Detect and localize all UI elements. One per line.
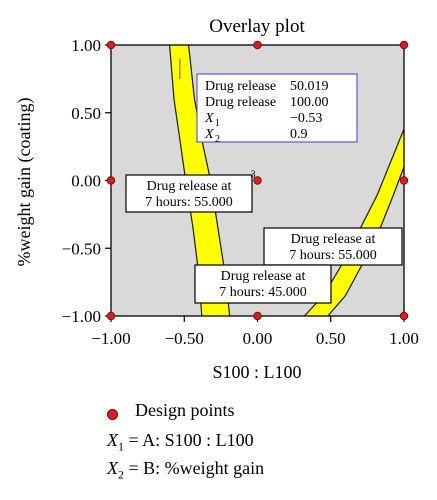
flag-line-label: X [204, 127, 214, 142]
y-tick-label: 0.50 [71, 104, 101, 123]
annotation-box [125, 174, 253, 213]
design-point [106, 311, 116, 321]
annotation-line2: 7 hours: 45.000 [219, 285, 307, 300]
annotation-line1: Drug release at [291, 232, 376, 247]
x-tick-label: −0.50 [165, 329, 204, 348]
legend-x2-definition: X2 = B: %weight gain [107, 458, 264, 483]
legend-design-points: Design points [135, 400, 235, 421]
x-axis-label: S100 : L100 [212, 362, 301, 382]
legend-x2-symbol: X [107, 458, 118, 478]
design-point [253, 40, 262, 50]
y-tick-label: 1.00 [71, 36, 101, 55]
design-point [253, 176, 262, 185]
design-point [106, 40, 116, 50]
annotation-box [263, 227, 403, 266]
contour-annotation: Drug release at7 hours: 55.000 [263, 227, 403, 266]
design-point [399, 176, 409, 185]
design-point [399, 40, 409, 50]
x-tick-label: 0.00 [243, 329, 273, 348]
legend-x2-subscript: 2 [118, 467, 124, 482]
legend-x1-subscript: 1 [118, 439, 124, 454]
legend-x1-text: = A: S100 : L100 [124, 430, 254, 450]
design-point [399, 311, 409, 321]
design-point [253, 311, 262, 321]
annotation-line2: 7 hours: 55.000 [145, 195, 233, 210]
center-point-count: 3 [251, 170, 256, 181]
flag-line-label: Drug release [205, 95, 276, 110]
flag-line-value: 50.019 [290, 79, 329, 94]
x-tick-label: −1.00 [91, 329, 130, 348]
flag-line-label: X [204, 111, 214, 126]
legend-x1-definition: X1 = A: S100 : L100 [107, 430, 254, 455]
design-point [106, 176, 116, 185]
flag-line-value: −0.53 [290, 111, 322, 126]
x-tick-label: 1.00 [389, 329, 419, 348]
plot-area: −1.00 −0.50 0.00 0.50 1.00 1.00 0.50 0.00 −0.50 −… [62, 36, 419, 348]
flag-line-label: Drug release [205, 79, 276, 94]
contour-annotation: Drug release at7 hours: 55.000 [125, 174, 253, 213]
flag-box: Drug release 50.019 Drug release 100.00 X 1 −0… [196, 73, 358, 145]
x-tick-label: 0.50 [316, 329, 346, 348]
y-tick-label: 0.00 [71, 172, 101, 191]
flag-line-subscript: 2 [215, 134, 220, 145]
legend-design-points-label: Design points [135, 400, 235, 420]
flag-line-value: 0.9 [290, 127, 308, 142]
y-axis-label: %weight gain (coating) [14, 98, 35, 267]
annotation-box [194, 264, 332, 304]
legend-x2-text: = B: %weight gain [124, 458, 265, 478]
flag-box-frame [196, 73, 358, 143]
y-tick-label: −1.00 [62, 307, 101, 326]
annotation-line2: 7 hours: 55.000 [289, 248, 377, 263]
design-point-legend-marker [107, 409, 118, 420]
contour-annotation: Drug release at7 hours: 45.000 [194, 264, 332, 304]
flag-line-subscript: 1 [215, 118, 220, 129]
y-tick-label: −0.50 [62, 239, 101, 258]
flag-line-value: 100.00 [290, 95, 329, 110]
legend-x1-symbol: X [107, 430, 118, 450]
annotation-line1: Drug release at [147, 179, 232, 194]
annotation-line1: Drug release at [221, 269, 306, 284]
chart-title: Overlay plot [209, 16, 305, 37]
